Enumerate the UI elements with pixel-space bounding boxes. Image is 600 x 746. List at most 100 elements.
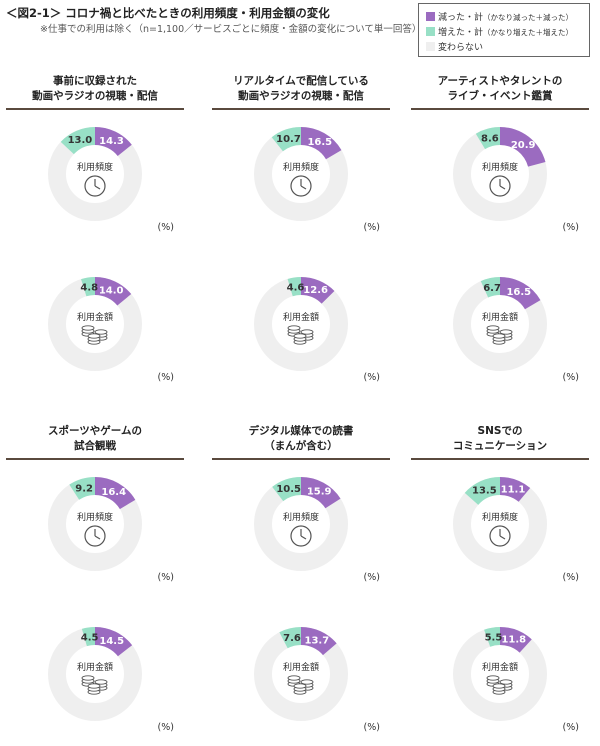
- slice-decreased: [301, 127, 342, 160]
- panel-title-line: 動画やラジオの視聴・配信: [32, 90, 158, 102]
- metric-label: 利用頻度: [482, 511, 518, 523]
- donut-chart: 20.9 8.6 利用頻度 (%): [411, 112, 589, 237]
- panel-title-line: スポーツやゲームの: [48, 425, 142, 437]
- data-label-increased: 4.6: [287, 282, 305, 293]
- panel-title-line: 動画やラジオの視聴・配信: [238, 90, 364, 102]
- unit-label: (%): [562, 722, 579, 733]
- legend-sub-increased: （かなり増えた＋増えた）: [483, 28, 574, 37]
- metric-label: 利用金額: [77, 311, 113, 323]
- data-label-increased: 13.5: [472, 485, 497, 496]
- coins-icon: [486, 325, 513, 345]
- metric-label: 利用頻度: [77, 511, 113, 523]
- donut-chart: 16.5 6.7 利用金額 (%): [411, 262, 589, 387]
- clock-icon: [290, 525, 312, 547]
- slice-decreased: [95, 477, 136, 510]
- unit-label: (%): [363, 722, 380, 733]
- metric-label: 利用頻度: [283, 161, 319, 173]
- clock-icon: [489, 175, 511, 197]
- panel-title-line: SNSでの: [477, 425, 523, 437]
- metric-label: 利用金額: [77, 661, 113, 673]
- slice-increased: [287, 277, 301, 297]
- slice-decreased: [500, 627, 532, 653]
- slice-unchanged: [453, 627, 547, 721]
- donut-chart: 14.5 4.5 利用金額 (%): [6, 612, 184, 737]
- unit-label: (%): [157, 722, 174, 733]
- unit-label: (%): [157, 372, 174, 383]
- legend-sub-decreased: （かなり減った＋減った）: [483, 13, 574, 22]
- legend-label-decreased: 減った・計: [438, 13, 484, 23]
- panel-title: デジタル媒体での読書 （まんが含む）: [212, 424, 390, 460]
- donut-chart: 15.9 10.5 利用頻度 (%): [212, 462, 390, 587]
- data-label-decreased: 11.1: [501, 484, 526, 495]
- donut-chart: 12.6 4.6 利用金額 (%): [212, 262, 390, 387]
- data-label-increased: 6.7: [483, 283, 501, 294]
- panel-title: リアルタイムで配信している 動画やラジオの視聴・配信: [212, 74, 390, 110]
- data-label-decreased: 16.5: [307, 137, 332, 148]
- coins-icon: [287, 675, 314, 695]
- clock-icon: [84, 525, 106, 547]
- legend-label-unchanged: 変わらない: [438, 43, 484, 53]
- unit-label: (%): [157, 572, 174, 583]
- unit-label: (%): [562, 222, 579, 233]
- slice-decreased: [301, 477, 341, 509]
- data-label-decreased: 15.9: [307, 487, 332, 498]
- clock-icon: [84, 175, 106, 197]
- panel-title: SNSでのコミュニケーション: [411, 424, 589, 460]
- unit-label: (%): [363, 372, 380, 383]
- slice-increased: [81, 277, 95, 297]
- slice-decreased: [95, 127, 132, 156]
- data-label-decreased: 14.5: [99, 636, 124, 647]
- donut-chart: 13.7 7.6 利用金額 (%): [212, 612, 390, 737]
- slice-increased: [480, 277, 500, 298]
- data-label-decreased: 13.7: [305, 635, 330, 646]
- panel-title-line: アーティストやタレントの: [437, 75, 563, 87]
- metric-label: 利用頻度: [482, 161, 518, 173]
- legend-swatch-increased: [426, 27, 435, 36]
- slice-decreased: [500, 477, 531, 502]
- data-label-decreased: 12.6: [303, 285, 328, 296]
- coins-icon: [81, 325, 108, 345]
- data-label-increased: 8.6: [481, 133, 499, 144]
- legend-item-increased: 増えた・計（かなり増えた＋増えた）: [426, 25, 574, 38]
- unit-label: (%): [363, 572, 380, 583]
- slice-decreased: [95, 627, 133, 657]
- slice-increased: [81, 627, 95, 647]
- slice-increased: [271, 127, 301, 152]
- panel-title-line: 試合観戦: [74, 440, 116, 452]
- slice-increased: [69, 477, 95, 500]
- chart-title: ＜図2-1＞ コロナ禍と比べたときの利用頻度・利用金額の変化: [6, 6, 330, 20]
- donut-chart: 16.4 9.2 利用頻度 (%): [6, 462, 184, 587]
- donut-chart: 14.3 13.0 利用頻度 (%): [6, 112, 184, 237]
- data-label-increased: 9.2: [75, 484, 93, 495]
- legend-swatch-decreased: [426, 12, 435, 21]
- slice-increased: [475, 127, 500, 150]
- panel-title: アーティストやタレントの ライブ・イベント鑑賞: [411, 74, 589, 110]
- slice-increased: [484, 627, 500, 647]
- clock-icon: [290, 175, 312, 197]
- slice-increased: [272, 477, 301, 502]
- clock-icon: [489, 525, 511, 547]
- legend-item-decreased: 減った・計（かなり減った＋減った）: [426, 10, 574, 23]
- legend-swatch-unchanged: [426, 42, 435, 51]
- unit-label: (%): [562, 572, 579, 583]
- panel-title-line: ライブ・イベント鑑賞: [447, 90, 553, 102]
- metric-label: 利用金額: [482, 311, 518, 323]
- chart-subtitle: ※仕事での利用は除く（n=1,100／サービスごとに頻度・金額の変化について単一…: [40, 24, 422, 35]
- data-label-decreased: 11.8: [501, 635, 526, 646]
- data-label-increased: 10.7: [276, 134, 301, 145]
- data-label-decreased: 14.0: [99, 286, 124, 297]
- metric-label: 利用頻度: [77, 161, 113, 173]
- data-label-increased: 7.6: [283, 633, 301, 644]
- metric-label: 利用金額: [482, 661, 518, 673]
- coins-icon: [486, 675, 513, 695]
- panel-title-line: （まんが含む）: [264, 440, 338, 452]
- data-label-decreased: 14.3: [99, 136, 124, 147]
- donut-chart: 11.1 13.5 利用頻度 (%): [411, 462, 589, 587]
- panel-title-line: デジタル媒体での読書: [248, 425, 354, 437]
- panel-title-line: コミュニケーション: [452, 440, 548, 452]
- slice-increased: [60, 127, 95, 155]
- data-label-decreased: 20.9: [511, 140, 536, 151]
- panel-title: スポーツやゲームの 試合観戦: [6, 424, 184, 460]
- unit-label: (%): [363, 222, 380, 233]
- slice-decreased: [500, 127, 546, 167]
